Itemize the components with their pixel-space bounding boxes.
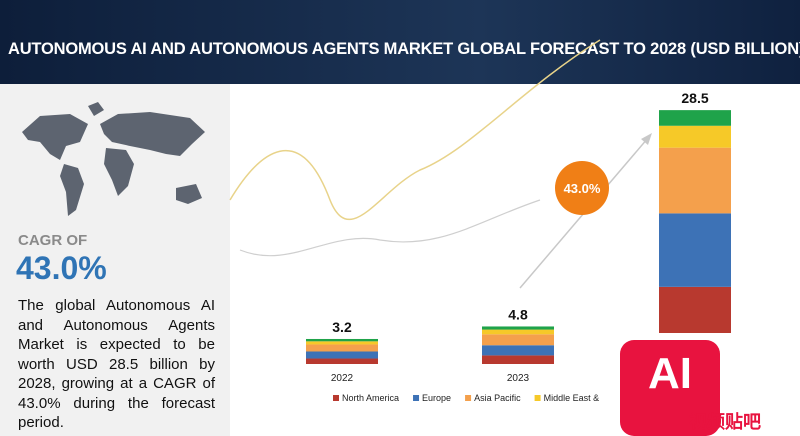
bar-segment	[306, 351, 378, 359]
bar-segment	[659, 286, 731, 333]
bar-segment	[306, 344, 378, 352]
bar-segment	[306, 358, 378, 364]
bar-segment	[482, 334, 554, 346]
x-tick-label: 2023	[507, 373, 530, 384]
bar-segment	[482, 329, 554, 335]
cagr-annotation: 43.0%	[564, 181, 601, 196]
sidebar: CAGR OF 43.0% The global Autonomous AI a…	[0, 84, 230, 436]
decor-curve	[229, 39, 601, 221]
arrow-head	[641, 133, 652, 145]
legend-label: North America	[342, 393, 399, 403]
decor-curve	[239, 199, 541, 257]
description: The global Autonomous AI and Autonomous …	[18, 297, 215, 431]
chart-title: AUTONOMOUS AI AND AUTONOMOUS AGENTS MARK…	[8, 40, 800, 58]
watermark-text: 视频贴吧	[689, 411, 761, 432]
title-bar: AUTONOMOUS AI AND AUTONOMOUS AGENTS MARK…	[0, 0, 800, 84]
bar-segment	[659, 147, 731, 214]
world-map	[22, 102, 205, 216]
bar-segment	[482, 355, 554, 364]
cagr-label: CAGR OF	[18, 232, 88, 249]
total-label: 4.8	[508, 306, 528, 322]
bar-segment	[306, 341, 378, 345]
bar-segment	[482, 326, 554, 330]
watermark-badge	[620, 340, 720, 436]
total-label: 3.2	[332, 319, 352, 335]
bar-segment	[659, 110, 731, 126]
bar-segment	[659, 213, 731, 287]
legend-swatch	[465, 395, 472, 401]
cagr-value: 43.0%	[16, 250, 107, 286]
bar-segment	[306, 338, 378, 342]
legend-label: Asia Pacific	[474, 393, 521, 403]
bar-segment	[482, 345, 554, 356]
total-label: 28.5	[681, 90, 708, 106]
legend-swatch	[534, 395, 541, 401]
cagr-bubble	[555, 161, 609, 215]
legend-label: Europe	[422, 393, 451, 403]
bar-segment	[659, 125, 731, 148]
legend-swatch	[413, 395, 420, 401]
legend-label: Middle East &	[544, 393, 600, 403]
x-tick-label: 2022	[331, 373, 354, 384]
legend-swatch	[333, 395, 339, 401]
watermark-logo: AI	[648, 349, 692, 398]
